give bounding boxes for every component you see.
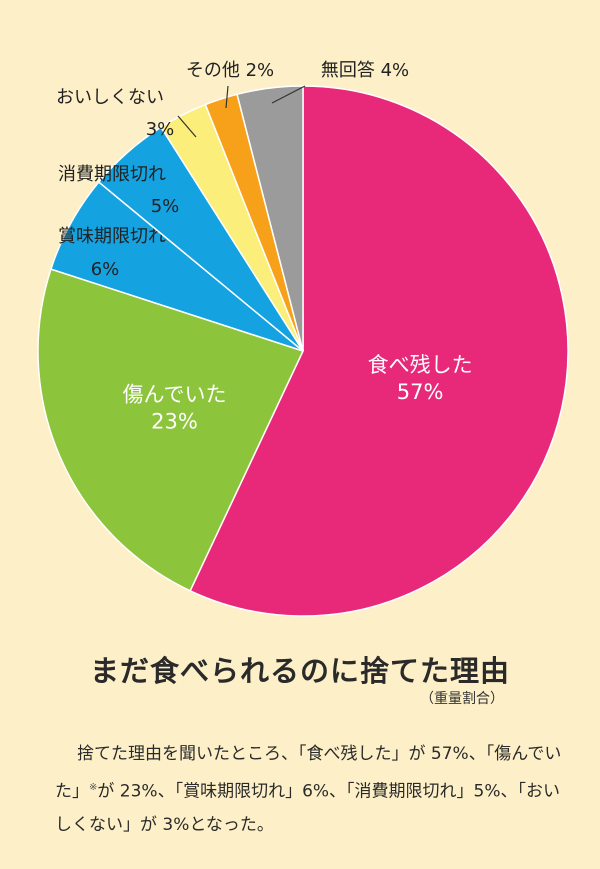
slice-label: 食べ残した [368, 353, 473, 377]
slice-label: おいしくない [56, 87, 164, 108]
slice-label: その他 2% [186, 60, 274, 81]
description-text-1: 捨てた理由を聞いたところ、「食べ残した」が 57%、「傷んでいた」 [55, 744, 562, 802]
pie-slice [189, 85, 569, 617]
slice-value-label: 23% [151, 410, 198, 434]
pie-chart: 食べ残した 57% 傷んでいた 23% 賞味期限切れ 6% 消費期限切れ 5% おいしくない 3%… [37, 60, 569, 617]
description-paragraph: 捨てた理由を聞いたところ、「食べ残した」が 57%、「傷んでいた」※が 23%、… [55, 738, 565, 842]
slice-value-label: 57% [397, 380, 444, 404]
chart-subtitle: （重量割合） [420, 691, 504, 707]
slice-label: 傷んでいた [123, 383, 227, 407]
slice-label: 無回答 4% [321, 60, 409, 81]
chart-title: まだ食べられるのに捨てた理由 [89, 654, 510, 688]
footnote-mark: ※ [89, 782, 98, 793]
slice-label: 消費期限切れ [58, 164, 166, 185]
slice-label: 賞味期限切れ [58, 226, 166, 247]
leader-line [177, 115, 197, 138]
slice-value-label: 6% [91, 259, 120, 280]
description-text-2: が 23%、「賞味期限切れ」6%、「消費期限切れ」5%、「おいしくない」が 3%… [55, 781, 561, 835]
slice-value-label: 3% [146, 119, 175, 140]
pie-slice [37, 268, 305, 592]
leader-line [271, 85, 306, 104]
pie-slice [236, 85, 304, 352]
leader-line [225, 85, 229, 109]
slice-value-label: 5% [151, 196, 180, 217]
